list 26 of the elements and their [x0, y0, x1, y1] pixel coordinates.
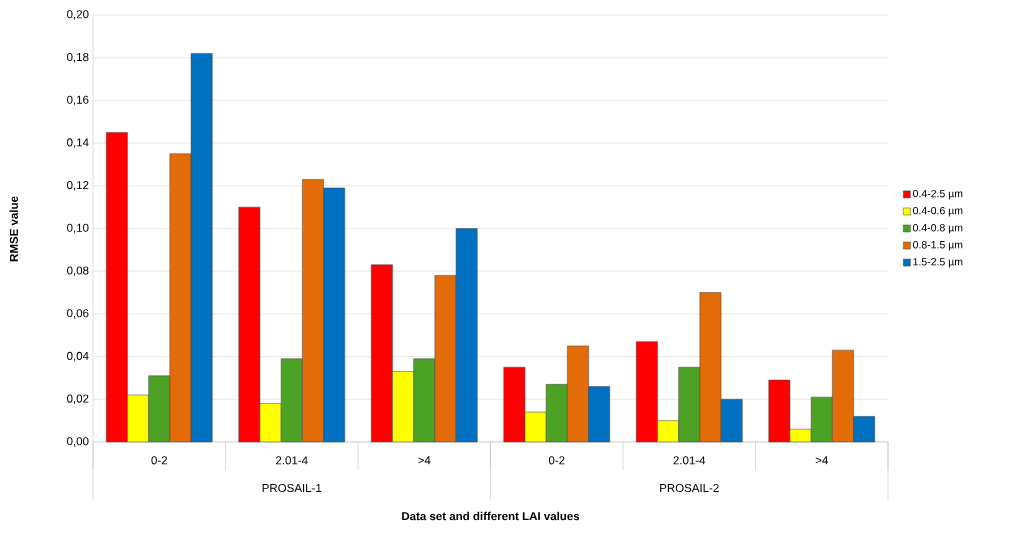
x-tick-label: >4	[815, 456, 828, 465]
y-tick-label: 0,18	[67, 52, 89, 63]
x-tick-label: >4	[418, 456, 431, 465]
y-tick-label: 0,00	[67, 437, 89, 447]
y-tick-label: 0,08	[67, 266, 89, 276]
legend-label: 0.8-1.5 µm	[913, 241, 963, 251]
y-tick-label: 0,02	[67, 394, 89, 405]
y-tick-label: 0,12	[67, 181, 89, 191]
x-axis-title: Data set and different LAI values	[402, 511, 580, 521]
x-tick-label: 2.01-4	[276, 456, 308, 465]
y-tick-label: 0,20	[67, 10, 89, 20]
text: PROSAIL-2	[660, 483, 719, 493]
y-tick-label: 0,16	[67, 95, 89, 106]
y-tick-label: 0,04	[67, 351, 89, 362]
y-tick-label: 0,10	[67, 223, 89, 234]
legend-label: 0.4-0.8 µm	[913, 223, 963, 234]
x-tick-label: 0-2	[151, 456, 167, 465]
x-tick-label: 0-2	[548, 456, 565, 465]
text: PROSAIL-1	[262, 483, 322, 493]
x-tick-label: 2.01-4	[673, 456, 706, 465]
y-tick-label: 0,06	[67, 309, 89, 319]
legend-label: 0.4-0.6 µm	[913, 206, 963, 217]
y-tick-label: 0,14	[67, 138, 89, 148]
y-axis-title: RMSE value	[9, 196, 18, 262]
legend-label: 1.5-2.5 µm	[913, 258, 963, 268]
legend-label: 0.4-2.5 µm	[913, 189, 963, 200]
